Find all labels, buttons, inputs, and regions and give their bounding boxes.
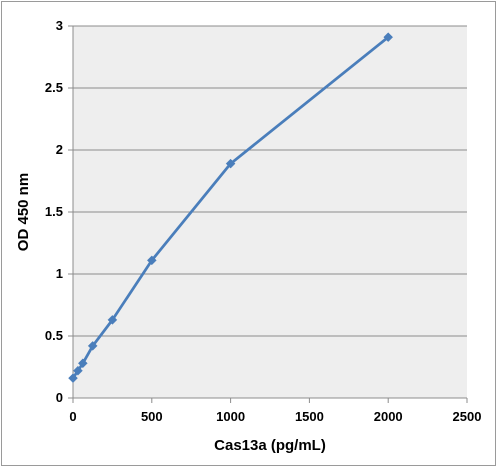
data-point-7 bbox=[383, 32, 394, 43]
data-point-2 bbox=[77, 358, 88, 369]
y-tick-label-1.5: 1.5 bbox=[45, 204, 63, 219]
data-point-3 bbox=[87, 341, 98, 351]
x-tick-label-1500: 1500 bbox=[295, 409, 324, 424]
x-tick-label-500: 500 bbox=[141, 409, 163, 424]
y-tick-label-3: 3 bbox=[56, 18, 63, 33]
grid-lines bbox=[73, 25, 467, 337]
x-tick-label-1000: 1000 bbox=[216, 409, 245, 424]
data-point-0 bbox=[68, 373, 78, 384]
y-tick-label-0: 0 bbox=[56, 390, 63, 405]
y-tick-label-0.5: 0.5 bbox=[45, 328, 63, 343]
x-tick-label-2000: 2000 bbox=[374, 409, 403, 424]
chart-frame: 0 0.5 1 1.5 2 2.5 3 0 500 1000 1500 2000 2500 Cas13a… bbox=[1, 1, 496, 466]
tick-labels: 0 0.5 1 1.5 2 2.5 3 0 500 1000 1500 2000 2500 bbox=[45, 18, 482, 424]
x-axis-title: Cas13a (pg/mL) bbox=[214, 437, 326, 454]
series-layer bbox=[68, 32, 394, 384]
data-point-4 bbox=[107, 315, 118, 325]
y-tick-label-2.5: 2.5 bbox=[45, 80, 63, 95]
x-tick-label-0: 0 bbox=[69, 409, 76, 424]
data-point-5 bbox=[146, 255, 157, 266]
y-axis-title: OD 450 nm bbox=[15, 173, 32, 251]
data-point-6 bbox=[225, 158, 236, 169]
x-tick-label-2500: 2500 bbox=[453, 409, 482, 424]
y-tick-label-1: 1 bbox=[56, 266, 63, 281]
line-chart: 0 0.5 1 1.5 2 2.5 3 0 500 1000 1500 2000 2500 Cas13a… bbox=[15, 18, 482, 454]
axes bbox=[68, 25, 468, 403]
y-tick-label-2: 2 bbox=[56, 142, 63, 157]
data-point-1 bbox=[73, 365, 83, 376]
